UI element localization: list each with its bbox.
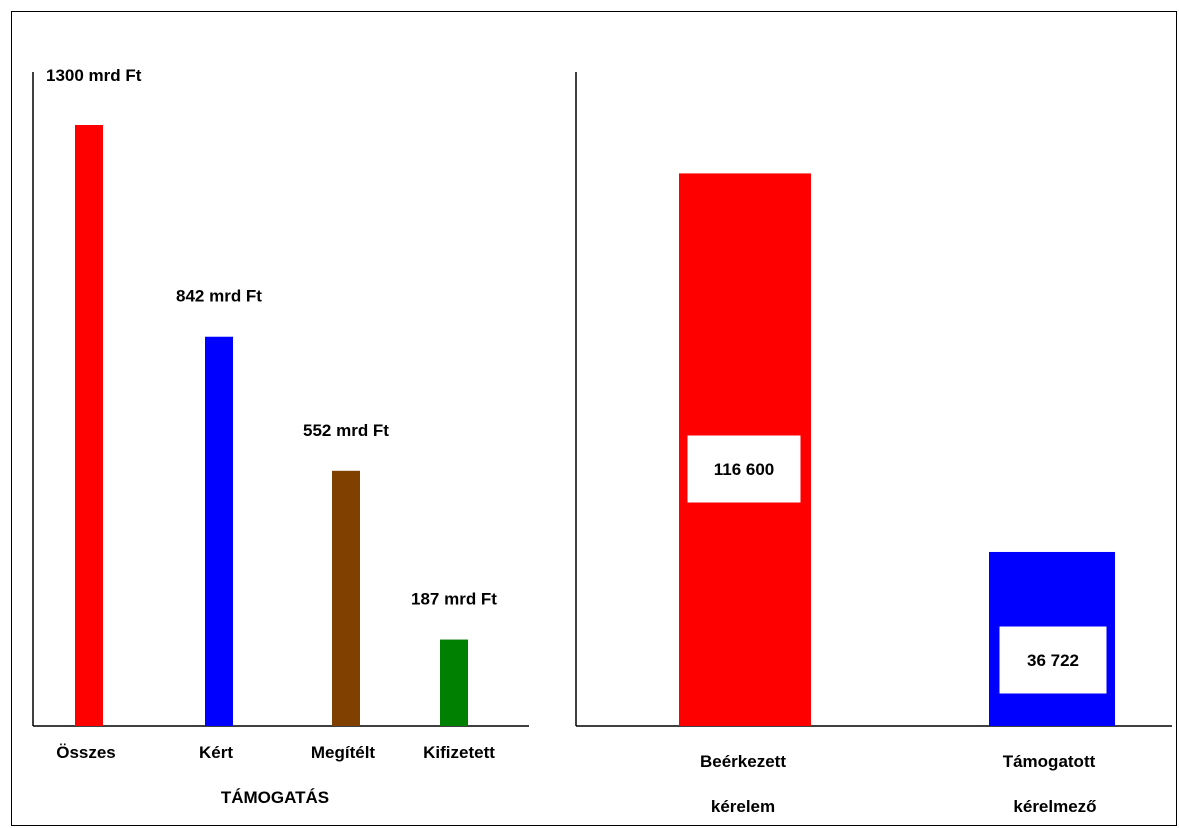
data-label-megitelt: 552 mrd Ft — [303, 421, 389, 440]
x-tick-label-beerkezett-kerelem-line2: kérelem — [711, 797, 775, 816]
data-label-osszes: 1300 mrd Ft — [46, 66, 142, 85]
data-label-kert: 842 mrd Ft — [176, 287, 262, 306]
chart-frame — [11, 11, 1177, 826]
bar-kifizetett — [440, 639, 468, 726]
data-label-kifizetett: 187 mrd Ft — [411, 590, 497, 609]
data-label-tamogatott-kerelmezo: 36 722 — [1027, 651, 1079, 670]
data-label-box-tamogatott-kerelmezo — [999, 626, 1107, 694]
x-tick-label-osszes: Összes — [56, 743, 116, 762]
x-tick-label-tamogatott-kerelmezo-line2: kérelmező — [1013, 797, 1096, 816]
x-tick-label-tamogatott-kerelmezo-line1: Támogatott — [1003, 752, 1096, 771]
data-label-beerkezett-kerelem: 116 600 — [714, 460, 775, 479]
bar-osszes — [75, 125, 103, 726]
x-tick-label-beerkezett-kerelem-line1: Beérkezett — [700, 752, 786, 771]
data-label-box-beerkezett-kerelem — [687, 435, 801, 503]
left-chart-tamogatas: TÁMOGATÁS 1300 mrd Ft Összes 842 mrd Ft Kér… — [32, 66, 529, 807]
bar-kert — [205, 336, 233, 726]
left-x-axis-title: TÁMOGATÁS — [221, 788, 329, 807]
x-tick-label-kert: Kért — [199, 743, 233, 762]
bar-megitelt — [332, 470, 360, 726]
x-tick-label-megitelt: Megítélt — [311, 743, 376, 762]
right-chart-kerelmek: 116 600 Beérkezett kérelem 36 722 Támogatott… — [575, 72, 1172, 816]
x-tick-label-kifizetett: Kifizetett — [423, 743, 495, 762]
